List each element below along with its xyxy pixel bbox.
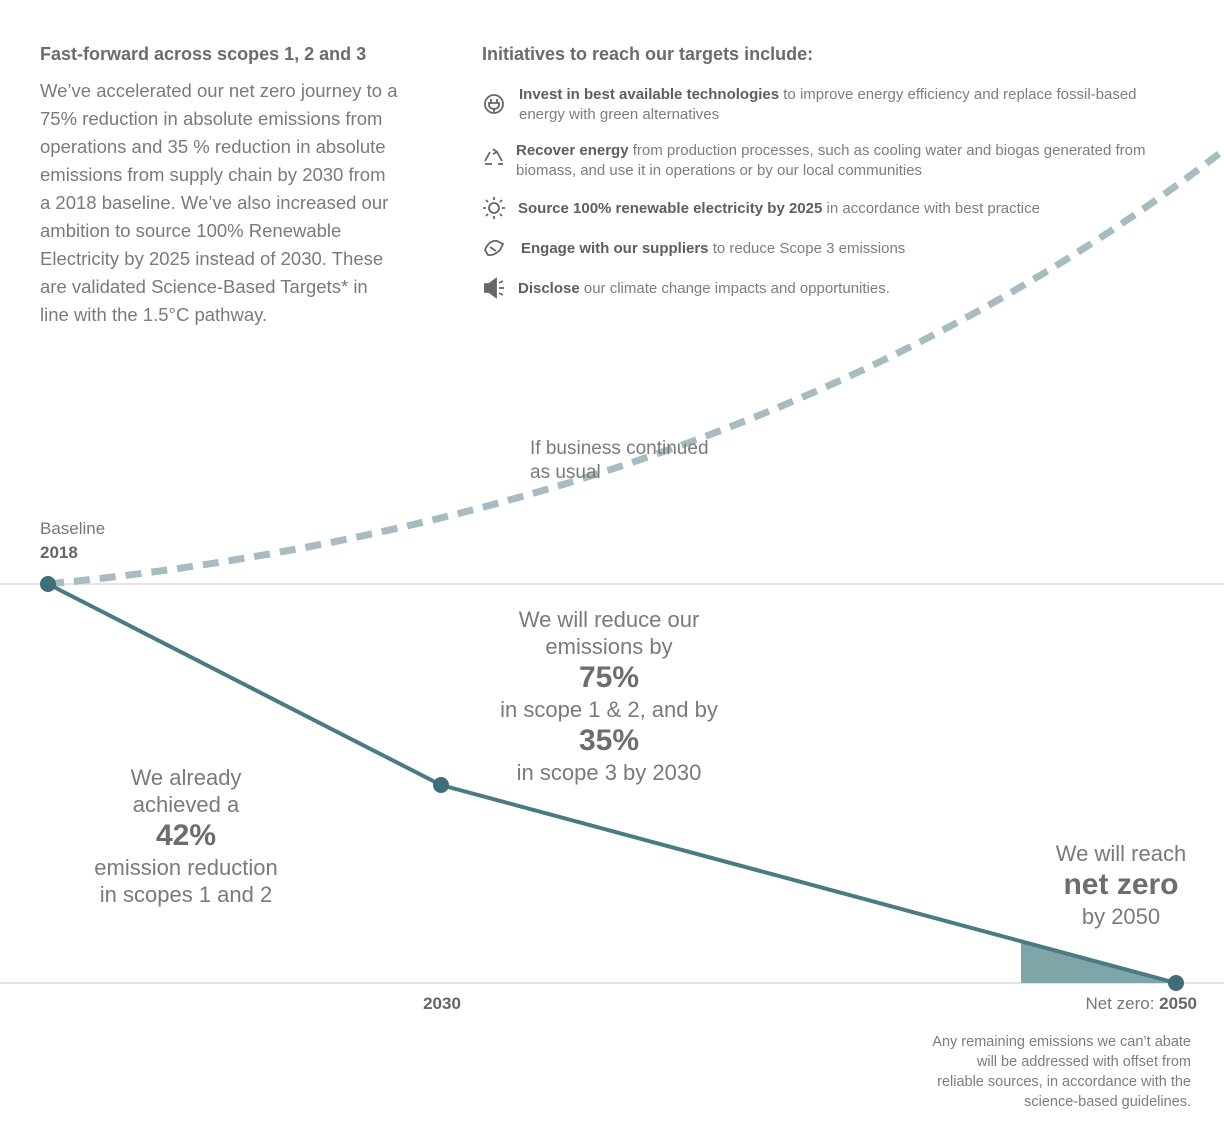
caption-line: in scope 1 & 2, and by xyxy=(500,697,718,722)
caption-figure: net zero xyxy=(1063,868,1179,901)
baseline-year: 2018 xyxy=(40,543,78,562)
caption-line: emissions by xyxy=(545,634,673,659)
caption-line: achieved a xyxy=(132,792,240,817)
left-body: We’ve accelerated our net zero journey t… xyxy=(40,80,398,325)
icon-sun xyxy=(483,197,505,219)
icon-megaphone xyxy=(484,277,504,299)
initiative-bold: Source 100% renewable electricity by 202… xyxy=(518,200,823,217)
caption-figure: 42% xyxy=(155,819,217,852)
caption-line: We will reduce our xyxy=(518,607,700,632)
footnote-line: Any remaining emissions we can’t abate xyxy=(932,1034,1191,1050)
dot-2030 xyxy=(433,777,449,793)
bau-line: If business continued xyxy=(530,438,709,459)
end-label: Net zero: 2050 xyxy=(1085,994,1197,1014)
footnote: Any remaining emissions we can’t abate w… xyxy=(932,1032,1191,1112)
net-zero-caption: We will reach net zero by 2050 xyxy=(1021,840,1221,930)
left-heading: Fast-forward across scopes 1, 2 and 3 xyxy=(40,44,367,64)
caption-line: in scope 3 by 2030 xyxy=(516,760,702,785)
bau-line: as usual xyxy=(530,462,601,483)
initiative: Engage with our suppliers to reduce Scop… xyxy=(521,239,1171,259)
initiative-bold: Recover energy xyxy=(516,142,629,159)
initiative: Invest in best available technologies to… xyxy=(519,85,1169,125)
dot-2018 xyxy=(40,576,56,592)
baseline-label: Baseline xyxy=(40,519,106,538)
initiatives-heading: Initiatives to reach our targets include… xyxy=(482,44,814,64)
caption-figure: 35% xyxy=(578,724,640,757)
initiative-text: from production processes, such as cooli… xyxy=(516,142,1146,179)
initiative: Source 100% renewable electricity by 202… xyxy=(518,199,1168,219)
initiative-bold: Invest in best available technologies xyxy=(519,86,780,103)
milestone-year: 2030 xyxy=(423,994,461,1013)
footnote-line: science-based guidelines. xyxy=(1024,1094,1191,1110)
initiative-bold: Engage with our suppliers xyxy=(521,240,709,257)
caption-figure: 75% xyxy=(578,661,640,694)
initiative-text: to improve energy efficiency and replace… xyxy=(519,86,1137,123)
achieved-caption: We already achieved a 42% emission reduc… xyxy=(36,764,336,908)
caption-line: by 2050 xyxy=(1081,904,1161,929)
initiative-text: our climate change impacts and opportuni… xyxy=(583,280,890,297)
footnote-line: reliable sources, in accordance with the xyxy=(937,1074,1191,1090)
footnote-line: will be addressed with offset from xyxy=(976,1054,1191,1070)
end-text: Net zero: xyxy=(1085,994,1155,1013)
bau-label: If business continued as usual xyxy=(530,437,709,485)
icons xyxy=(483,94,505,299)
caption-line: emission reduction xyxy=(94,855,278,880)
caption-line: We will reach xyxy=(1055,841,1187,866)
initiative: Disclose our climate change impacts and … xyxy=(518,279,1168,299)
icon-plug xyxy=(484,94,504,114)
icon-recycle xyxy=(484,148,503,165)
target-caption: We will reduce our emissions by 75% in s… xyxy=(459,606,759,786)
caption-line: in scopes 1 and 2 xyxy=(99,882,273,907)
dot-2050 xyxy=(1168,975,1184,991)
icon-handshake xyxy=(483,240,505,257)
initiative-text: in accordance with best practice xyxy=(826,200,1040,217)
initiative-bold: Disclose xyxy=(518,280,580,297)
initiative-text: to reduce Scope 3 emissions xyxy=(712,240,906,257)
end-year: 2050 xyxy=(1159,994,1197,1013)
bau-curve xyxy=(47,147,1224,588)
initiative: Recover energy from production processes… xyxy=(516,141,1166,181)
caption-line: We already xyxy=(130,765,242,790)
